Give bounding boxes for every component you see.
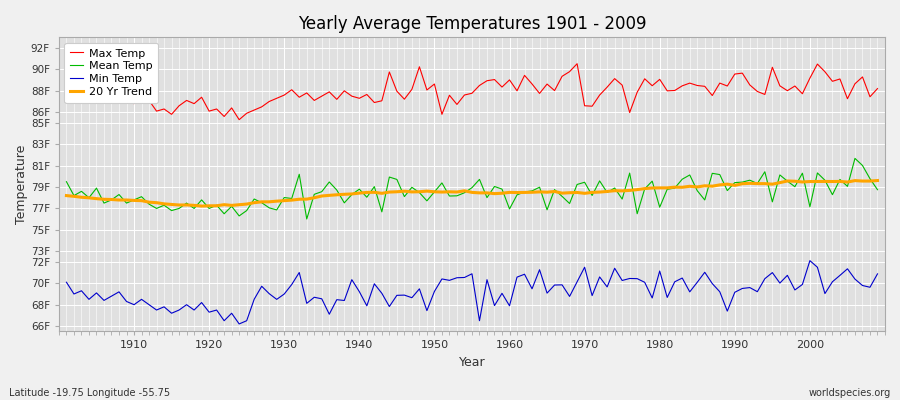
20 Yr Trend	[504, 190, 515, 195]
Max Temp	[511, 88, 522, 93]
Y-axis label: Temperature: Temperature	[15, 145, 28, 224]
20 Yr Trend	[511, 190, 522, 195]
Max Temp	[61, 77, 72, 82]
20 Yr Trend	[293, 197, 304, 202]
Line: Min Temp: Min Temp	[67, 261, 878, 324]
Min Temp	[872, 272, 883, 276]
20 Yr Trend	[339, 192, 350, 197]
Min Temp	[293, 270, 304, 275]
Max Temp	[504, 78, 515, 82]
Min Temp	[122, 299, 132, 304]
Min Temp	[339, 298, 350, 303]
Text: Latitude -19.75 Longitude -55.75: Latitude -19.75 Longitude -55.75	[9, 388, 170, 398]
Max Temp	[122, 98, 132, 103]
Mean Temp	[602, 190, 613, 195]
Mean Temp	[339, 200, 350, 205]
Mean Temp	[850, 156, 860, 161]
Min Temp	[504, 303, 515, 308]
Max Temp	[872, 86, 883, 91]
Max Temp	[339, 88, 350, 93]
Min Temp	[511, 275, 522, 280]
20 Yr Trend	[602, 189, 613, 194]
Mean Temp	[302, 216, 312, 221]
Min Temp	[602, 284, 613, 289]
Line: Max Temp: Max Temp	[67, 64, 878, 120]
Mean Temp	[504, 206, 515, 211]
Mean Temp	[511, 192, 522, 197]
Line: 20 Yr Trend: 20 Yr Trend	[67, 180, 878, 206]
Text: worldspecies.org: worldspecies.org	[809, 388, 891, 398]
Mean Temp	[872, 187, 883, 192]
20 Yr Trend	[122, 198, 132, 202]
Min Temp	[234, 322, 245, 326]
Mean Temp	[122, 201, 132, 206]
Max Temp	[234, 117, 245, 122]
Min Temp	[61, 280, 72, 285]
Line: Mean Temp: Mean Temp	[67, 158, 878, 219]
20 Yr Trend	[872, 178, 883, 183]
Legend: Max Temp, Mean Temp, Min Temp, 20 Yr Trend: Max Temp, Mean Temp, Min Temp, 20 Yr Tre…	[65, 43, 158, 103]
20 Yr Trend	[196, 204, 207, 208]
Max Temp	[293, 95, 304, 100]
20 Yr Trend	[61, 193, 72, 198]
Max Temp	[572, 61, 582, 66]
Title: Yearly Average Temperatures 1901 - 2009: Yearly Average Temperatures 1901 - 2009	[298, 15, 646, 33]
X-axis label: Year: Year	[459, 356, 485, 369]
Mean Temp	[286, 196, 297, 201]
Min Temp	[805, 258, 815, 263]
Mean Temp	[61, 179, 72, 184]
Max Temp	[609, 76, 620, 81]
